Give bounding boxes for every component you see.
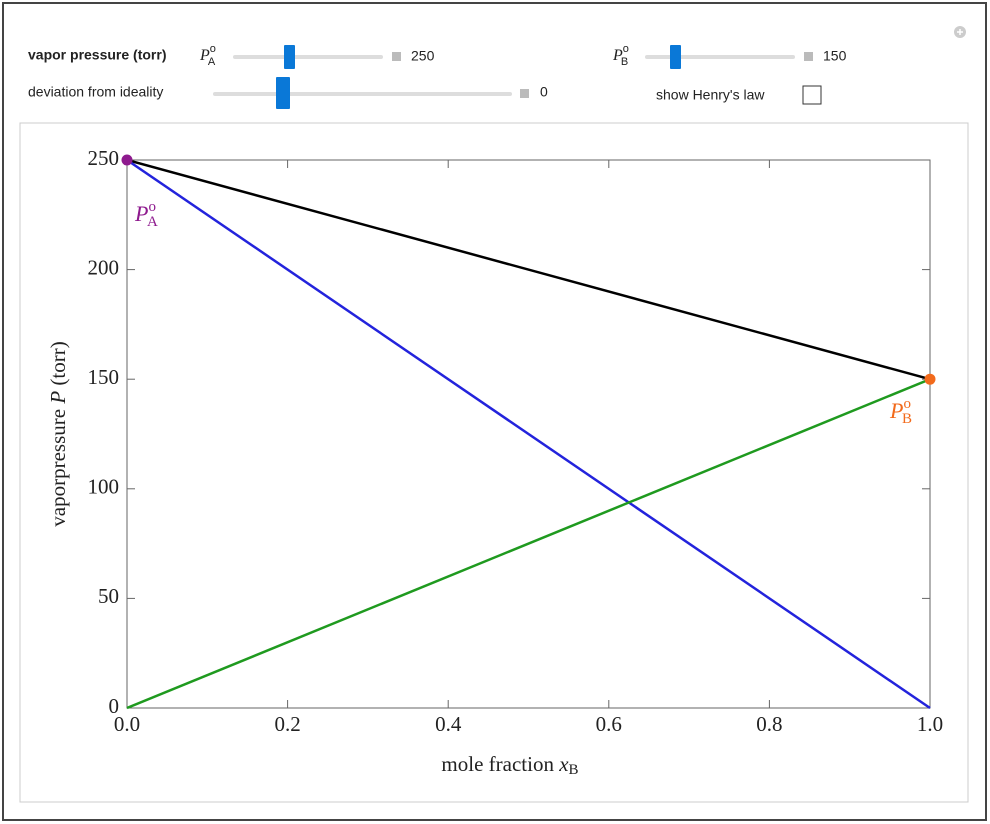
slider-value: 0 — [540, 84, 548, 100]
slider-track[interactable] — [645, 55, 795, 59]
text: (torr) — [46, 341, 70, 391]
y-tick-label: 0 — [109, 694, 120, 718]
expand-button[interactable] — [392, 52, 401, 61]
text: mole fraction — [441, 752, 559, 776]
plot-panel — [19, 122, 969, 803]
sub: B — [569, 762, 579, 778]
y-axis-label: vaporpressure P (torr) — [46, 341, 70, 526]
line — [126, 158, 931, 381]
slider-track[interactable] — [233, 55, 383, 59]
sub: B — [621, 56, 628, 68]
line — [126, 158, 931, 710]
pb-label: Po B — [612, 43, 629, 68]
symbol: P — [889, 398, 903, 423]
x-tick-label: 1.0 — [917, 712, 943, 736]
y-tick-label: 200 — [88, 255, 120, 279]
symbol: P — [46, 391, 70, 405]
symbol: P — [199, 47, 210, 64]
slider-thumb[interactable] — [670, 45, 681, 69]
x-tick-label: 0.8 — [756, 712, 782, 736]
symbol: P — [134, 201, 148, 226]
sup: o — [903, 397, 911, 413]
x-tick-label: 0.0 — [114, 712, 140, 736]
slider-value: 150 — [823, 48, 847, 64]
slider-thumb[interactable] — [276, 77, 290, 109]
x-tick-label: 0.2 — [274, 712, 300, 736]
sup: o — [148, 199, 156, 215]
sub: A — [147, 214, 158, 230]
line — [126, 378, 931, 710]
options-icon — [957, 29, 963, 35]
point-label: Po B — [889, 397, 912, 428]
y-tick-label: 150 — [88, 365, 120, 389]
point — [121, 154, 133, 166]
x-tick-label: 0.4 — [435, 712, 462, 736]
sub: B — [902, 412, 912, 428]
point-label: Po A — [134, 199, 158, 230]
pa-label: Po A — [199, 43, 216, 68]
x-axis-label: mole fraction xB — [441, 752, 578, 779]
sup: o — [210, 43, 216, 55]
text: vaporpressure — [46, 404, 70, 527]
henry-label: show Henry's law — [656, 87, 765, 103]
slider-track[interactable] — [213, 92, 512, 96]
y-tick-label: 100 — [88, 475, 120, 499]
checkbox[interactable] — [802, 85, 822, 105]
sub: A — [208, 56, 216, 68]
sup: o — [623, 43, 629, 55]
plot-frame — [126, 159, 931, 709]
deviation-label: deviation from ideality — [28, 84, 163, 100]
slider-thumb[interactable] — [284, 45, 295, 69]
slider-value: 250 — [411, 48, 435, 64]
y-tick-label: 50 — [98, 584, 119, 608]
heading: vapor pressure (torr) — [28, 47, 166, 63]
x-tick-label: 0.6 — [596, 712, 622, 736]
y-tick-label: 250 — [88, 146, 120, 170]
expand-button[interactable] — [520, 89, 529, 98]
symbol: P — [612, 47, 623, 64]
symbol: x — [558, 752, 569, 776]
point — [924, 373, 936, 385]
expand-button[interactable] — [804, 52, 813, 61]
